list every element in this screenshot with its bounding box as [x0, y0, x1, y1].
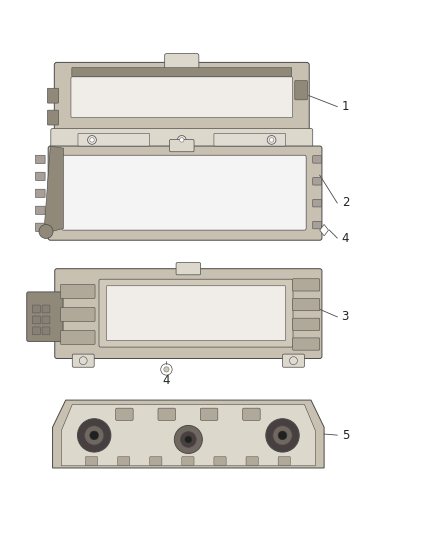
FancyBboxPatch shape [60, 330, 95, 344]
Circle shape [161, 364, 172, 375]
Polygon shape [44, 146, 64, 233]
Polygon shape [320, 224, 328, 236]
FancyBboxPatch shape [283, 354, 304, 367]
FancyBboxPatch shape [47, 88, 59, 103]
FancyBboxPatch shape [293, 298, 320, 311]
FancyBboxPatch shape [51, 128, 313, 149]
FancyBboxPatch shape [62, 155, 306, 230]
Text: 2: 2 [342, 197, 349, 209]
Text: 3: 3 [342, 310, 349, 324]
Circle shape [177, 135, 186, 144]
FancyBboxPatch shape [278, 457, 290, 465]
Circle shape [79, 357, 87, 365]
Circle shape [269, 138, 274, 142]
FancyBboxPatch shape [165, 54, 199, 70]
FancyBboxPatch shape [170, 140, 194, 152]
FancyBboxPatch shape [48, 146, 322, 240]
FancyBboxPatch shape [32, 305, 40, 313]
Text: 5: 5 [342, 429, 349, 442]
Circle shape [180, 432, 196, 447]
Circle shape [290, 357, 297, 365]
Text: 4: 4 [162, 374, 170, 387]
Circle shape [174, 425, 202, 454]
FancyBboxPatch shape [293, 279, 320, 291]
FancyBboxPatch shape [42, 316, 50, 324]
FancyBboxPatch shape [117, 457, 130, 465]
FancyBboxPatch shape [293, 338, 320, 350]
FancyBboxPatch shape [32, 316, 40, 324]
FancyBboxPatch shape [32, 327, 40, 335]
FancyBboxPatch shape [27, 292, 63, 342]
FancyBboxPatch shape [313, 221, 321, 229]
FancyBboxPatch shape [214, 133, 286, 146]
FancyBboxPatch shape [158, 408, 176, 421]
FancyBboxPatch shape [42, 305, 50, 313]
Circle shape [39, 224, 53, 238]
FancyBboxPatch shape [243, 408, 260, 421]
FancyBboxPatch shape [42, 327, 50, 335]
FancyBboxPatch shape [313, 199, 321, 207]
FancyBboxPatch shape [60, 285, 95, 298]
FancyBboxPatch shape [54, 62, 309, 135]
FancyBboxPatch shape [72, 354, 94, 367]
Circle shape [185, 436, 192, 443]
FancyBboxPatch shape [106, 286, 286, 341]
Circle shape [267, 135, 276, 144]
FancyBboxPatch shape [313, 156, 321, 163]
Polygon shape [61, 405, 315, 466]
FancyBboxPatch shape [182, 457, 194, 465]
FancyBboxPatch shape [72, 68, 292, 76]
FancyBboxPatch shape [116, 408, 133, 421]
Circle shape [90, 138, 94, 142]
FancyBboxPatch shape [99, 279, 293, 347]
FancyBboxPatch shape [313, 177, 321, 185]
Circle shape [273, 426, 292, 445]
FancyBboxPatch shape [78, 133, 150, 146]
FancyBboxPatch shape [200, 408, 218, 421]
FancyBboxPatch shape [35, 189, 45, 198]
Circle shape [90, 431, 99, 440]
FancyBboxPatch shape [35, 155, 45, 164]
FancyBboxPatch shape [176, 263, 201, 275]
FancyBboxPatch shape [246, 457, 258, 465]
FancyBboxPatch shape [71, 77, 293, 118]
Circle shape [88, 135, 96, 144]
Text: 4: 4 [342, 231, 349, 245]
FancyBboxPatch shape [35, 223, 45, 231]
FancyBboxPatch shape [85, 457, 98, 465]
FancyBboxPatch shape [47, 110, 59, 125]
FancyBboxPatch shape [150, 457, 162, 465]
Text: 1: 1 [342, 100, 349, 113]
FancyBboxPatch shape [55, 269, 322, 359]
Circle shape [78, 419, 111, 452]
Circle shape [266, 419, 299, 452]
Circle shape [85, 426, 104, 445]
Circle shape [164, 367, 169, 372]
Polygon shape [53, 400, 324, 468]
FancyBboxPatch shape [214, 457, 226, 465]
FancyBboxPatch shape [35, 172, 45, 181]
FancyBboxPatch shape [295, 80, 307, 100]
FancyBboxPatch shape [293, 318, 320, 330]
Circle shape [278, 431, 287, 440]
Circle shape [180, 138, 184, 142]
FancyBboxPatch shape [35, 206, 45, 214]
FancyBboxPatch shape [60, 308, 95, 321]
